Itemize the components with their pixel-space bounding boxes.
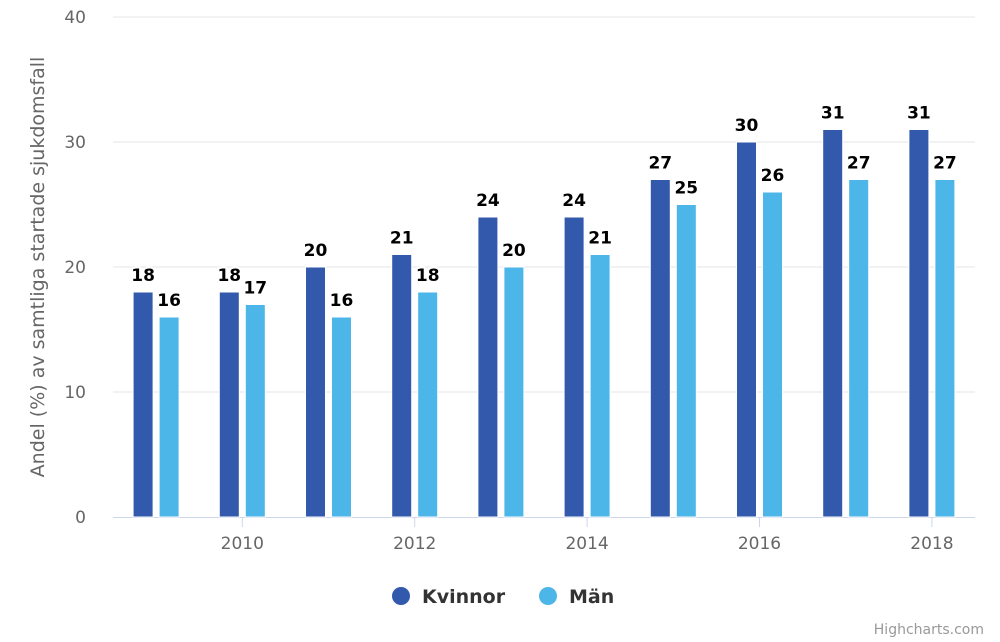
y-axis-title: Andel (%) av samtliga startade sjukdomsf… <box>27 57 49 478</box>
legend-item-man[interactable]: Män <box>539 586 614 608</box>
bar-kvinnor-2017[interactable] <box>822 129 844 518</box>
data-label: 25 <box>674 179 698 199</box>
data-label: 20 <box>304 241 328 261</box>
bar-kvinnor-2012[interactable] <box>391 254 413 518</box>
x-tick-label: 2016 <box>738 534 781 554</box>
data-label: 24 <box>562 191 586 211</box>
data-label: 31 <box>907 104 931 124</box>
bar-man-2012[interactable] <box>417 291 439 518</box>
x-tick-label: 2014 <box>565 534 608 554</box>
data-label: 27 <box>847 154 871 174</box>
data-label: 26 <box>761 166 785 186</box>
y-tick-label: 40 <box>64 8 86 28</box>
data-label: 18 <box>416 266 440 286</box>
data-label: 31 <box>821 104 845 124</box>
data-label: 18 <box>131 266 155 286</box>
x-axis: 2010 2012 2014 2016 2018 <box>113 517 975 554</box>
bar-man-2014[interactable] <box>589 254 611 518</box>
legend: Kvinnor Män <box>392 586 614 608</box>
bar-kvinnor-2016[interactable] <box>736 141 757 518</box>
bar-kvinnor-2009[interactable] <box>132 291 154 518</box>
data-label: 16 <box>157 291 181 311</box>
x-tick-label: 2012 <box>393 534 436 554</box>
bar-kvinnor-2011[interactable] <box>305 266 326 518</box>
data-label: 24 <box>476 191 500 211</box>
bar-man-2013[interactable] <box>503 266 525 518</box>
bar-kvinnor-2013[interactable] <box>477 216 499 518</box>
legend-symbol <box>392 587 410 605</box>
data-label: 17 <box>243 279 267 299</box>
bar-man-2018[interactable] <box>934 179 956 518</box>
data-label: 16 <box>330 291 354 311</box>
data-label: 30 <box>735 116 759 136</box>
bar-kvinnor-2014[interactable] <box>563 216 585 518</box>
y-axis: 0 10 20 30 40 <box>64 8 86 528</box>
y-tick-label: 20 <box>64 258 86 278</box>
legend-item-kvinnor[interactable]: Kvinnor <box>392 586 506 608</box>
data-label: 21 <box>588 229 612 249</box>
data-label: 27 <box>933 154 957 174</box>
bar-man-2017[interactable] <box>848 179 870 518</box>
legend-label: Män <box>569 586 614 608</box>
bars <box>132 129 956 518</box>
bar-man-2016[interactable] <box>762 191 783 518</box>
bar-man-2015[interactable] <box>675 204 697 518</box>
bar-kvinnor-2015[interactable] <box>649 179 671 518</box>
bar-man-2011[interactable] <box>331 316 352 518</box>
bar-kvinnor-2010[interactable] <box>218 291 240 518</box>
data-label: 21 <box>390 229 414 249</box>
legend-label: Kvinnor <box>422 586 506 608</box>
x-tick-label: 2018 <box>910 534 953 554</box>
credits-link[interactable]: Highcharts.com <box>874 622 984 638</box>
data-label: 20 <box>502 241 526 261</box>
legend-symbol <box>539 587 557 605</box>
grid-lines <box>113 16 975 393</box>
y-tick-label: 0 <box>75 508 86 528</box>
bar-kvinnor-2018[interactable] <box>908 129 930 518</box>
y-tick-label: 10 <box>64 383 86 403</box>
data-label: 27 <box>648 154 672 174</box>
x-tick-label: 2010 <box>221 534 264 554</box>
y-tick-label: 30 <box>64 133 86 153</box>
bar-man-2009[interactable] <box>158 316 180 518</box>
data-label: 18 <box>217 266 241 286</box>
bar-man-2010[interactable] <box>244 304 266 518</box>
